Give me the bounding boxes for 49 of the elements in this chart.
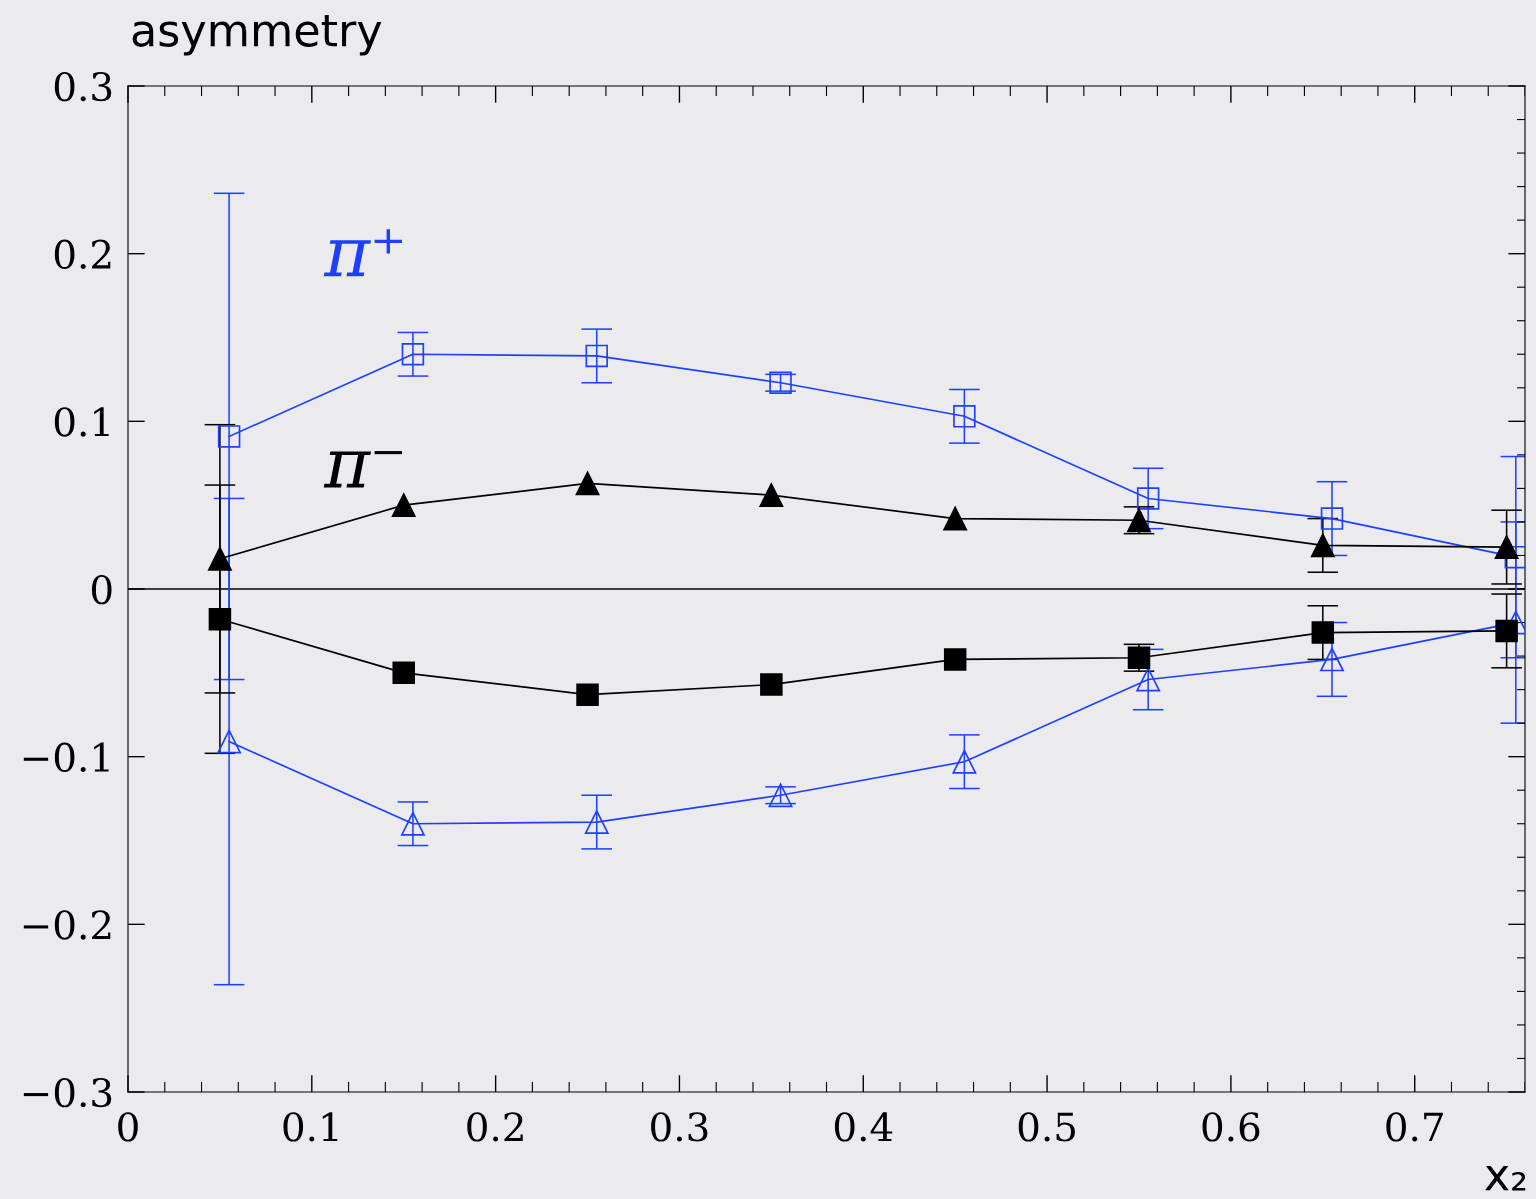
x-tick-label: 0.2 [467, 1112, 523, 1142]
point [584, 810, 609, 835]
point [1311, 621, 1335, 644]
y-tick-label: 0.3 [54, 71, 112, 102]
x-tick-label: 0.1 [283, 1112, 338, 1142]
point [1310, 533, 1335, 558]
y-tick-label: −0.3 [23, 1077, 112, 1108]
point [1494, 535, 1519, 560]
y-tick-label: −0.2 [23, 910, 111, 940]
x-tick-label: 0.4 [834, 1112, 893, 1142]
point [1136, 487, 1160, 510]
x-tick-label: 0.3 [651, 1112, 708, 1142]
x-tick-label: 0.7 [1386, 1112, 1443, 1142]
point [400, 811, 425, 836]
x-axis-title: x₂ [1485, 1165, 1526, 1191]
point [576, 683, 599, 706]
series-label: π⁻ [323, 451, 402, 488]
point [392, 661, 415, 685]
series-label: π⁺ [323, 229, 402, 277]
point [769, 371, 792, 395]
point [391, 493, 416, 518]
x-tick-label: 0.6 [1202, 1112, 1260, 1142]
point [585, 344, 608, 368]
y-tick-label: 0.1 [54, 407, 109, 437]
point [943, 648, 967, 671]
point [575, 471, 600, 496]
point [207, 546, 232, 571]
point [759, 483, 784, 508]
x-tick-label: 0.5 [1018, 1112, 1075, 1142]
y-tick-label: 0 [91, 574, 112, 605]
point [217, 425, 241, 448]
point [953, 405, 976, 428]
y-axis-title: asymmetry [132, 15, 382, 56]
x-tick-label: 0 [118, 1112, 138, 1142]
point [1495, 619, 1518, 643]
point [768, 783, 793, 808]
point [217, 729, 242, 754]
point [1127, 646, 1151, 669]
point [1320, 507, 1344, 530]
point [952, 749, 977, 774]
point [401, 343, 425, 366]
point [943, 506, 968, 531]
point [1320, 647, 1344, 672]
y-tick-label: 0.2 [54, 239, 111, 269]
point [208, 607, 232, 631]
point [760, 673, 783, 696]
point [1136, 667, 1161, 692]
point [1127, 508, 1151, 533]
y-tick-label: −0.1 [23, 742, 109, 772]
